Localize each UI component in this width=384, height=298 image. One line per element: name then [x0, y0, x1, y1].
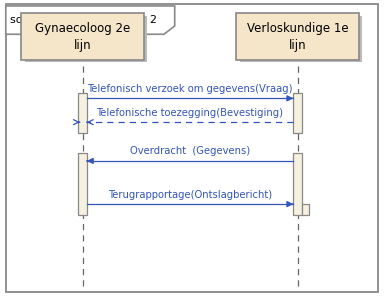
Text: Gynaecoloog 2e
lijn: Gynaecoloog 2e lijn: [35, 21, 130, 52]
Bar: [293, 153, 302, 215]
Bar: [21, 13, 144, 60]
Bar: [302, 204, 310, 215]
Text: Verloskundige 1e
lijn: Verloskundige 1e lijn: [247, 21, 348, 52]
Text: Telefonisch verzoek om gegevens(Vraag): Telefonisch verzoek om gegevens(Vraag): [87, 84, 293, 94]
Bar: [78, 153, 87, 215]
Text: Terugrapportage(Ontslagbericht): Terugrapportage(Ontslagbericht): [108, 190, 272, 200]
Bar: [293, 93, 302, 133]
Text: Telefonische toezegging(Bevestiging): Telefonische toezegging(Bevestiging): [97, 108, 283, 118]
Text: Overdracht  (Gegevens): Overdracht (Gegevens): [130, 146, 250, 156]
Bar: [240, 16, 362, 62]
Polygon shape: [6, 6, 175, 34]
Bar: [236, 13, 359, 60]
Text: sd Push bericht scenario 2: sd Push bericht scenario 2: [10, 15, 157, 25]
Bar: [78, 93, 87, 133]
Bar: [25, 16, 147, 62]
